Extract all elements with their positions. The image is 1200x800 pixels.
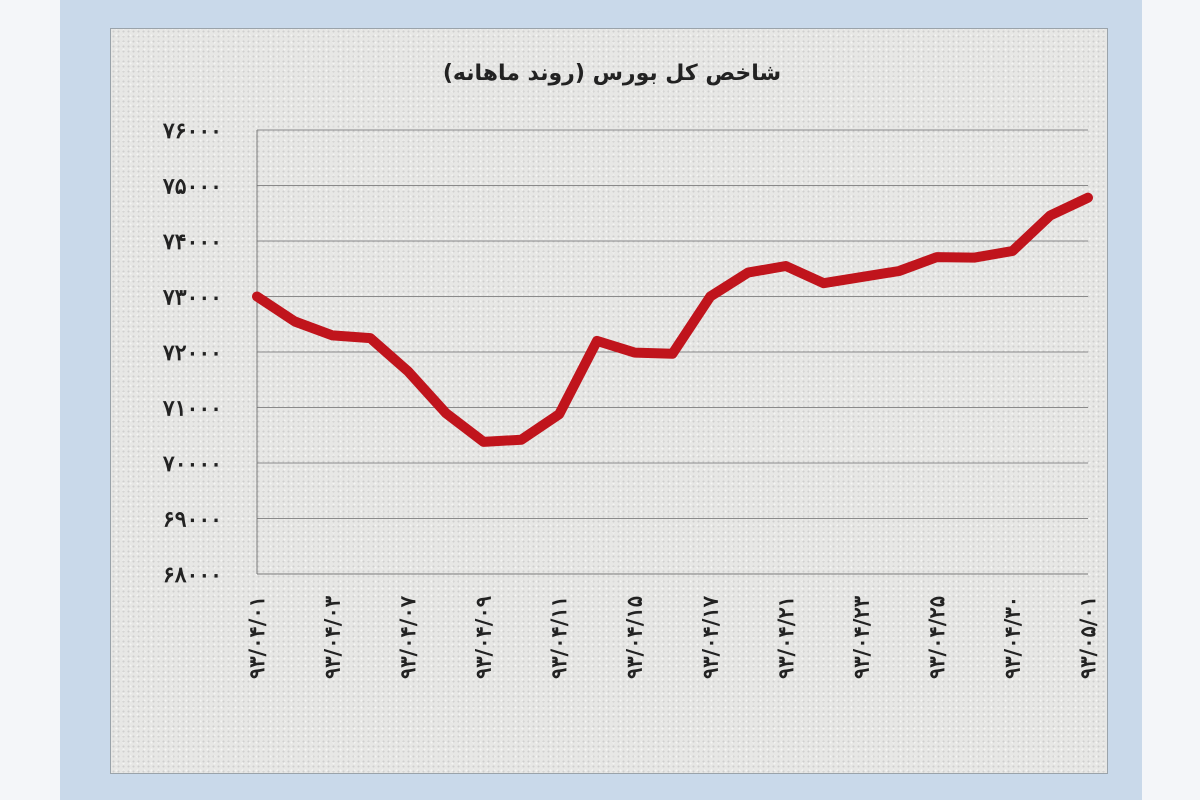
data-point — [558, 413, 560, 415]
data-point — [520, 439, 522, 441]
data-point — [823, 282, 825, 284]
y-tick-label: ۷۳۰۰۰ — [162, 285, 222, 311]
chart-panel — [110, 28, 1108, 774]
data-point — [634, 352, 636, 354]
data-point — [747, 272, 749, 274]
data-point — [672, 353, 673, 355]
data-point — [860, 276, 862, 278]
axes — [256, 130, 1088, 575]
data-point — [256, 296, 258, 297]
x-tick-label: ۹۳/۰۴/۰۳ — [320, 595, 345, 679]
x-tick-label: ۹۳/۰۴/۰۹ — [471, 596, 496, 679]
x-tick-label: ۹۳/۰۴/۲۳ — [848, 595, 873, 679]
data-point — [1049, 215, 1051, 216]
data-point — [445, 412, 447, 414]
data-point — [369, 337, 371, 339]
data-point — [936, 256, 938, 258]
data-point — [332, 334, 333, 336]
data-point — [974, 257, 976, 259]
data-point — [294, 321, 296, 322]
data-point — [709, 296, 711, 297]
data-point — [785, 265, 787, 267]
grid-lines — [257, 129, 1088, 575]
y-tick-label: ۷۱۰۰۰ — [162, 396, 222, 422]
data-point — [898, 270, 900, 272]
y-tick-label: ۶۸۰۰۰ — [163, 562, 222, 588]
y-axis-tick-labels: ۷۶۰۰۰ ۷۵۰۰۰ ۷۴۰۰۰ ۷۳۰۰۰ ۷۲۰۰۰ ۷۱۰۰۰ ۷۰۰۰۰ ۶۹۰۰۰… — [162, 118, 222, 588]
x-tick-label: ۹۳/۰۴/۱۱ — [546, 596, 571, 679]
x-tick-label: ۹۳/۰۴/۱۷ — [697, 595, 722, 679]
x-tick-label: ۹۳/۰۴/۳۰ — [999, 596, 1024, 679]
data-point — [596, 340, 598, 342]
y-tick-label: ۷۰۰۰۰ — [162, 451, 222, 477]
series-line — [252, 192, 1093, 447]
data-point — [1087, 197, 1089, 199]
x-tick-label: ۹۳/۰۴/۲۱ — [773, 596, 798, 679]
data-point — [1012, 250, 1013, 252]
series-group — [252, 192, 1093, 447]
y-tick-label: ۶۹۰۰۰ — [163, 507, 222, 533]
x-tick-label: ۹۳/۰۴/۰۱ — [244, 596, 269, 679]
data-point — [483, 441, 485, 443]
x-tick-label: ۹۳/۰۴/۲۵ — [924, 596, 949, 679]
data-point — [407, 370, 409, 372]
x-axis-tick-labels: ۹۳/۰۴/۰۱ ۹۳/۰۴/۰۳ ۹۳/۰۴/۰۷ ۹۳/۰۴/۰۹ ۹۳/۰۴/۱۱… — [244, 595, 1100, 679]
x-tick-label: ۹۳/۰۴/۱۵ — [622, 596, 647, 679]
y-tick-label: ۷۶۰۰۰ — [162, 118, 222, 144]
y-tick-label: ۷۵۰۰۰ — [162, 174, 222, 200]
y-tick-label: ۷۴۰۰۰ — [162, 229, 222, 255]
x-tick-label: ۹۳/۰۵/۰۱ — [1075, 596, 1100, 679]
x-tick-label: ۹۳/۰۴/۰۷ — [395, 595, 420, 679]
y-tick-label: ۷۲۰۰۰ — [162, 340, 222, 366]
chart-title: شاخص کل بورس (روند ماهانه) — [443, 61, 781, 86]
